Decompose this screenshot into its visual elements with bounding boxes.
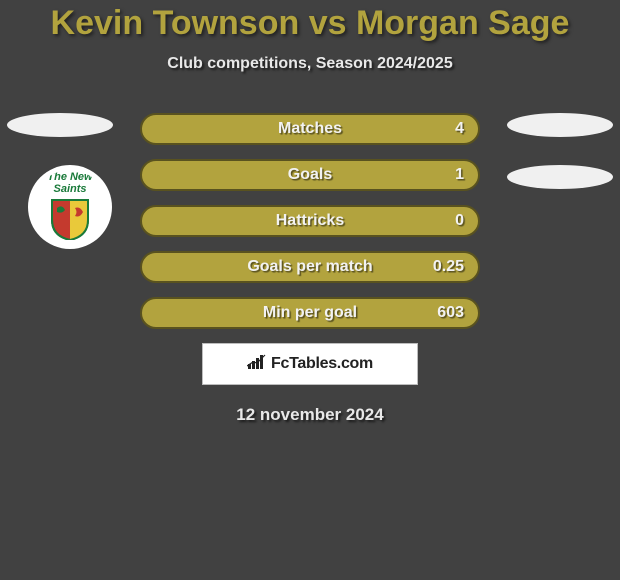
stat-label: Goals per match (247, 258, 372, 276)
stat-row: Matches 4 (140, 113, 480, 145)
stat-row: Min per goal 603 (140, 297, 480, 329)
stat-value: 0.25 (433, 258, 464, 276)
subtitle: Club competitions, Season 2024/2025 (0, 55, 620, 73)
page-title: Kevin Townson vs Morgan Sage (0, 4, 620, 43)
chart-icon (247, 354, 267, 375)
stat-label: Goals (288, 166, 332, 184)
stat-row: Goals per match 0.25 (140, 251, 480, 283)
badge-text-2: Saints (33, 184, 107, 195)
stat-row: Hattricks 0 (140, 205, 480, 237)
stat-value: 603 (437, 304, 464, 322)
avatar-placeholder-right-1 (507, 113, 613, 137)
stats-bars: Matches 4 Goals 1 Hattricks 0 Goals per … (140, 113, 480, 329)
stat-value: 4 (455, 120, 464, 138)
content-area: The New Saints Matches 4 (0, 113, 620, 425)
club-badge: The New Saints (28, 165, 112, 249)
logo-text: FcTables.com (271, 355, 373, 373)
avatar-placeholder-left (7, 113, 113, 137)
stat-value: 1 (455, 166, 464, 184)
shield-icon (50, 198, 90, 240)
badge-text-1: The New (33, 172, 107, 183)
stat-label: Matches (278, 120, 342, 138)
date-label: 12 november 2024 (0, 405, 620, 425)
stat-value: 0 (455, 212, 464, 230)
source-logo: FcTables.com (202, 343, 418, 385)
avatar-placeholder-right-2 (507, 165, 613, 189)
stat-label: Hattricks (276, 212, 344, 230)
stat-label: Min per goal (263, 304, 357, 322)
stat-row: Goals 1 (140, 159, 480, 191)
